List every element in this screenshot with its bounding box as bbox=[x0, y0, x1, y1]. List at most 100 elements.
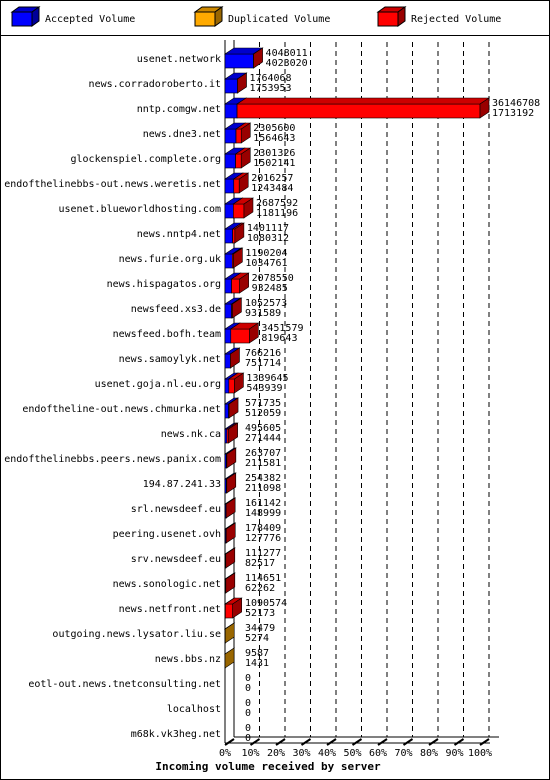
bar-front bbox=[224, 203, 234, 219]
bar-side bbox=[237, 72, 247, 94]
y-tick-label: endofthelinebbs-out.news.weretis.net bbox=[4, 179, 221, 190]
x-tick bbox=[326, 738, 337, 746]
bar-side bbox=[239, 272, 249, 294]
legend-swatch bbox=[377, 11, 399, 27]
value-label-accepted: 543939 bbox=[246, 383, 282, 394]
x-tick bbox=[275, 738, 286, 746]
value-label-total: 1401117 bbox=[247, 223, 289, 234]
bar bbox=[230, 297, 243, 319]
y-tick-label: eotl-out.news.tnetconsulting.net bbox=[28, 679, 221, 690]
value-label-total: 766216 bbox=[245, 348, 281, 359]
y-tick-label: news.nk.ca bbox=[161, 429, 221, 440]
bar bbox=[234, 147, 252, 169]
y-tick-label: localhost bbox=[167, 704, 221, 715]
bar-front bbox=[224, 403, 229, 419]
x-tick-label: 0% bbox=[219, 748, 231, 759]
value-label-accepted: 1080312 bbox=[247, 233, 289, 244]
bar-side bbox=[233, 247, 243, 269]
bar-front bbox=[225, 603, 233, 619]
bar bbox=[224, 597, 243, 619]
bar-side bbox=[225, 522, 236, 544]
bar bbox=[224, 547, 236, 569]
bar-side bbox=[224, 647, 235, 669]
x-axis-title: Incoming volume received by server bbox=[155, 760, 381, 773]
value-label-accepted: 211581 bbox=[245, 458, 281, 469]
bar-side bbox=[232, 597, 242, 619]
bar-front bbox=[235, 128, 242, 144]
legend-label: Accepted Volume bbox=[45, 14, 135, 25]
value-label-total: 1090574 bbox=[245, 598, 287, 609]
bar-side bbox=[240, 122, 251, 144]
legend-label: Duplicated Volume bbox=[228, 14, 330, 25]
bar-side bbox=[228, 397, 239, 419]
bar-side bbox=[226, 447, 237, 469]
bar-side bbox=[234, 222, 245, 244]
value-label-accepted: 0 bbox=[245, 708, 251, 719]
bar-front bbox=[224, 303, 232, 319]
value-label-accepted: 5274 bbox=[245, 633, 269, 644]
bar bbox=[230, 272, 250, 294]
value-label-total: 3451579 bbox=[261, 323, 303, 334]
x-tick bbox=[479, 738, 490, 746]
x-tick-label: 90% bbox=[445, 748, 463, 759]
bar-front bbox=[224, 78, 238, 94]
value-label-accepted: 1753953 bbox=[249, 83, 291, 94]
value-label-total: 36146708 bbox=[492, 98, 540, 109]
value-label-accepted: 751714 bbox=[245, 358, 281, 369]
bar-front bbox=[224, 253, 233, 269]
bar bbox=[224, 572, 236, 594]
value-label-total: 178409 bbox=[245, 523, 281, 534]
x-tick bbox=[249, 738, 261, 746]
value-label-total: 2078550 bbox=[252, 273, 294, 284]
value-label-total: 9587 bbox=[245, 648, 269, 659]
bar bbox=[235, 122, 252, 144]
value-label-total: 2301326 bbox=[253, 148, 295, 159]
y-tick-label: newsfeed.xs3.de bbox=[131, 304, 221, 315]
value-label-accepted: 1564643 bbox=[253, 133, 295, 144]
bar-front bbox=[224, 153, 236, 169]
value-label-accepted: 4023020 bbox=[266, 58, 308, 69]
value-label-accepted: 1431 bbox=[245, 658, 269, 669]
y-tick-label: news.samoylyk.net bbox=[119, 354, 221, 365]
legend-item: Duplicated Volume bbox=[193, 6, 330, 27]
bar-front bbox=[236, 103, 481, 119]
bar-side bbox=[243, 197, 254, 219]
y-tick-label: news.furie.org.uk bbox=[119, 254, 221, 265]
y-tick-label: peering.usenet.ovh bbox=[113, 529, 221, 540]
value-label-total: 495605 bbox=[245, 423, 281, 434]
y-tick-label: glockenspiel.complete.org bbox=[70, 154, 221, 165]
y-tick-label: srv.newsdeef.eu bbox=[131, 554, 221, 565]
bar bbox=[231, 247, 244, 269]
bar-side bbox=[225, 572, 236, 594]
y-tick-label: news.netfront.net bbox=[119, 604, 221, 615]
bar-front bbox=[224, 278, 232, 294]
value-label-total: 0 bbox=[245, 673, 251, 684]
x-tick-label: 80% bbox=[420, 748, 438, 759]
bar-front bbox=[224, 328, 232, 344]
bar-front bbox=[235, 153, 242, 169]
value-label-accepted: 1502141 bbox=[253, 158, 295, 169]
bar-front bbox=[233, 203, 245, 219]
y-tick-label: news.bbs.nz bbox=[155, 654, 221, 665]
value-label-total: 34479 bbox=[245, 623, 275, 634]
bar-side bbox=[224, 622, 235, 644]
value-label-total: 1052573 bbox=[245, 298, 287, 309]
bar bbox=[225, 497, 237, 519]
value-label-accepted: 148999 bbox=[245, 508, 281, 519]
legend-swatch bbox=[11, 11, 33, 27]
bar bbox=[224, 522, 237, 544]
bar bbox=[236, 72, 248, 94]
value-label-accepted: 127776 bbox=[245, 533, 281, 544]
bar-side bbox=[226, 472, 237, 494]
y-tick-label: usenet.goja.nl.eu.org bbox=[95, 379, 221, 390]
bar-front bbox=[233, 178, 240, 194]
value-label-accepted: 512059 bbox=[245, 408, 281, 419]
bar bbox=[225, 447, 237, 469]
x-tick bbox=[377, 738, 388, 746]
bar-front bbox=[224, 53, 254, 69]
bar-side bbox=[232, 297, 242, 319]
x-tick bbox=[453, 738, 465, 746]
value-label-accepted: 211098 bbox=[245, 483, 281, 494]
bar bbox=[231, 222, 245, 244]
bar bbox=[225, 472, 237, 494]
